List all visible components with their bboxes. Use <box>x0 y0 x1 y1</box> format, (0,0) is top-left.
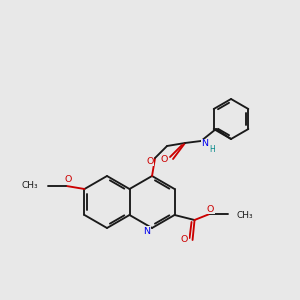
Text: O: O <box>181 236 188 244</box>
Text: N: N <box>202 140 208 148</box>
Text: CH₃: CH₃ <box>22 182 38 190</box>
Text: CH₃: CH₃ <box>236 211 253 220</box>
Text: N: N <box>143 226 151 236</box>
Text: O: O <box>146 157 154 166</box>
Text: O: O <box>207 205 214 214</box>
Text: O: O <box>65 176 72 184</box>
Text: O: O <box>160 154 168 164</box>
Text: H: H <box>209 145 215 154</box>
